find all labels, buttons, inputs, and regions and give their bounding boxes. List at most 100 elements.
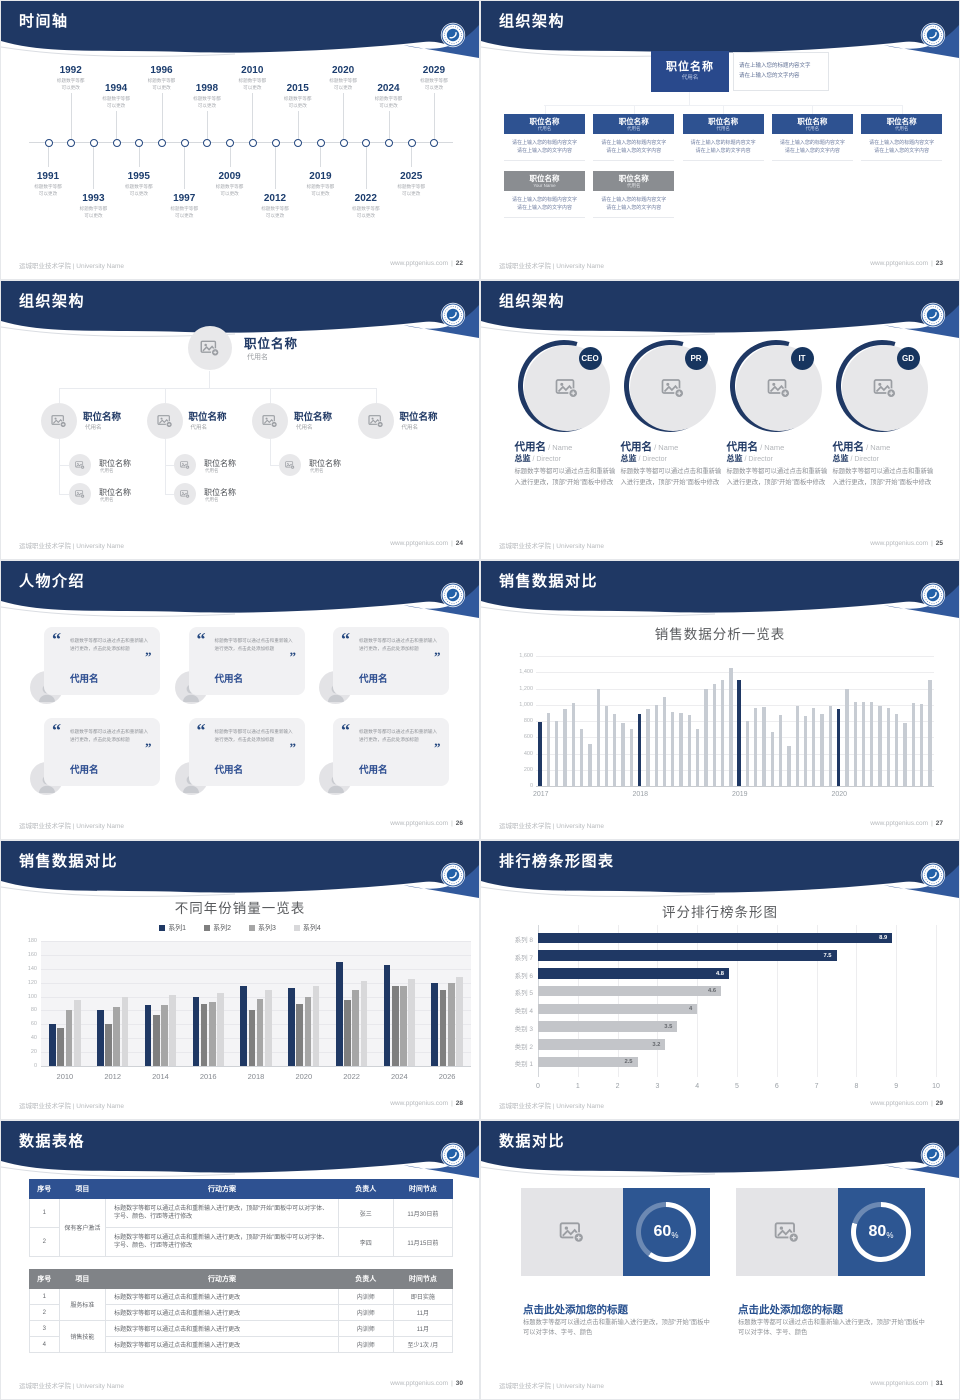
- gridline: [536, 721, 934, 722]
- bar: [57, 1027, 65, 1066]
- person-name: 代用名: [70, 765, 99, 776]
- bar: [240, 986, 248, 1066]
- org-connector: [901, 105, 903, 114]
- bar: [770, 732, 774, 786]
- org-node-title: 职位名称: [99, 459, 131, 468]
- image-placeholder-icon: [200, 340, 220, 357]
- timeline-node: [44, 138, 53, 147]
- legend-label: 系列2: [213, 925, 231, 932]
- timeline-connector: [388, 111, 390, 139]
- footer-divider: |: [451, 1380, 453, 1387]
- bar: [408, 979, 415, 1066]
- category-label: 系列 5: [514, 990, 533, 998]
- slide-data-tables[interactable]: 数据表格 序号 项目 行动方案 负责人 时间节点 1 保有客户激活 标题数字等都可以通过点击和…: [0, 1120, 480, 1400]
- org-node-sub: 代用名: [310, 468, 324, 473]
- bar: [604, 705, 609, 786]
- bar: [828, 706, 833, 786]
- org-node-text: 请在上输入您的标题内容文字 请在上输入您的文字内容: [511, 140, 577, 154]
- bar: [152, 1015, 160, 1066]
- gridline: [577, 925, 579, 1077]
- slide-data-compare[interactable]: 数据对比 60% 点击此处添加您的标题 标题数字等都可以通过点击和重新输入进行更改，…: [480, 1120, 960, 1400]
- org-connector: [59, 439, 60, 494]
- bar: [886, 708, 891, 786]
- table-cell: 2: [29, 1227, 60, 1257]
- donut-percent-label: 60%: [653, 1223, 679, 1240]
- org-node-body: [682, 134, 764, 161]
- timeline-caption: 标题数字等都 可以更改: [352, 206, 380, 218]
- timeline-connector: [206, 111, 208, 139]
- timeline-year: 2022: [354, 193, 377, 204]
- bar: [73, 1000, 81, 1066]
- org-node-sub: 代用名: [894, 126, 909, 131]
- table-header-cell: 行动方案: [105, 1179, 339, 1199]
- table-cell: 标题数字等都可以通过点击和重新输入进行更改: [105, 1336, 339, 1353]
- table-cell: 3: [29, 1320, 60, 1337]
- member-name: 代用名 / Name: [832, 441, 891, 453]
- bar: [588, 743, 592, 787]
- slide-timeline[interactable]: 时间轴 1991 标题数字等都 可以更改 1992 标题数字等都 可以更改 1993 标题…: [0, 0, 480, 280]
- chart-title: 销售数据分析一览表: [654, 627, 786, 642]
- timeline-node: [135, 138, 144, 147]
- org-connector: [164, 388, 166, 403]
- x-tick-label: 2014: [152, 1072, 169, 1081]
- gridline: [41, 1052, 471, 1054]
- org-node-text: 请在上输入您的标题内容文字 请在上输入您的文字内容: [601, 140, 667, 154]
- timeline-connector: [184, 147, 186, 189]
- person-name: 代用名: [359, 674, 388, 685]
- org-node-title: 职位名称: [309, 459, 341, 468]
- bar: [304, 996, 312, 1066]
- member-name: 代用名 / Name: [726, 441, 785, 453]
- photo-placeholder: [69, 454, 91, 476]
- footer-divider: |: [451, 540, 453, 547]
- photo-placeholder: [146, 403, 183, 439]
- org-root-sub: 代用名: [247, 354, 268, 361]
- slide-people-intro[interactable]: 人物介绍 “标题数字等都可以通过点击和重新输入进行更改，点击此处添加标题” 代用名…: [0, 560, 480, 840]
- org-node-box: [504, 114, 585, 134]
- timeline-node: [430, 138, 439, 147]
- org-node-text: 请在上输入您的标题内容文字 请在上输入您的文字内容: [779, 140, 845, 154]
- bar: [795, 706, 799, 786]
- org-node-title: 职位名称: [529, 174, 560, 183]
- bar: [121, 996, 129, 1066]
- org-node-body: [861, 134, 943, 161]
- quote-text: 标题数字等都可以通过点击和重新输入进行更改，点击此处添加标题: [70, 638, 149, 651]
- org-node-title: 职位名称: [797, 117, 828, 126]
- footer-divider: |: [931, 540, 933, 547]
- footer-divider: |: [931, 1100, 933, 1107]
- bar: [787, 746, 791, 786]
- slide-sales-grouped-chart[interactable]: 销售数据对比 不同年份销量一览表 系列1 系列2 系列3 系列4 0 20 40 60 80 100…: [0, 840, 480, 1120]
- gridline: [536, 688, 934, 690]
- org-root-title: 职位名称: [666, 61, 714, 73]
- table-cell: 2: [29, 1304, 60, 1321]
- image-placeholder-icon: [555, 379, 578, 399]
- table-cell: 11月30日前: [392, 1198, 454, 1228]
- org-node-sub: 代用名: [805, 126, 820, 131]
- slide-content: 职位名称 代用名 请在上输入您的标题内容文字 请在上输入您的文字内容 职位名称 代用名请…: [481, 1, 959, 279]
- org-node-box: [504, 171, 585, 191]
- slide-footer: 运城职业技术学院 | University Name www.pptgenius…: [19, 260, 463, 270]
- bar: [447, 982, 455, 1066]
- image-placeholder-box: [736, 1188, 838, 1276]
- gridline: [536, 786, 934, 787]
- bar: [431, 982, 439, 1066]
- slide-sales-monthly-chart[interactable]: 销售数据对比 销售数据分析一览表 0 200 400 600 800 1,000 1,200 1…: [480, 560, 960, 840]
- bar: [729, 668, 733, 786]
- timeline-node: [385, 138, 393, 147]
- slide-org-structure-team[interactable]: 组织架构 CEO 代用名 / Name 总监 / Director 标题数字等都可以通…: [480, 280, 960, 560]
- legend-item: 系列3: [249, 923, 276, 933]
- role-badge: PR: [684, 347, 708, 370]
- slide-org-structure-boxes[interactable]: 组织架构 职位名称 代用名 请在上输入您的标题内容文字 请在上输入您的文字内容 职位名…: [480, 0, 960, 280]
- bar: [312, 986, 320, 1066]
- bar: [704, 688, 708, 786]
- footer-site: www.pptgenius.com: [390, 260, 449, 267]
- y-tick-label: 600: [523, 734, 533, 741]
- table-header-cell: 负责人: [337, 1179, 394, 1199]
- org-node-title: 职位名称: [204, 488, 236, 497]
- bar-value-label: 4: [688, 1006, 693, 1012]
- slide-org-structure-photos[interactable]: 组织架构 职位名称 代用名 职位名称 代用名 职位名称 代用名 职位名称 代用名 职位名称 代用名…: [0, 280, 480, 560]
- org-node-sub: 代用名: [401, 425, 419, 431]
- slide-footer: 运城职业技术学院 | University Name www.pptgenius…: [19, 540, 463, 550]
- timeline-caption: 标题数字等都 可以更改: [306, 184, 335, 196]
- x-tick-label: 2012: [104, 1072, 122, 1081]
